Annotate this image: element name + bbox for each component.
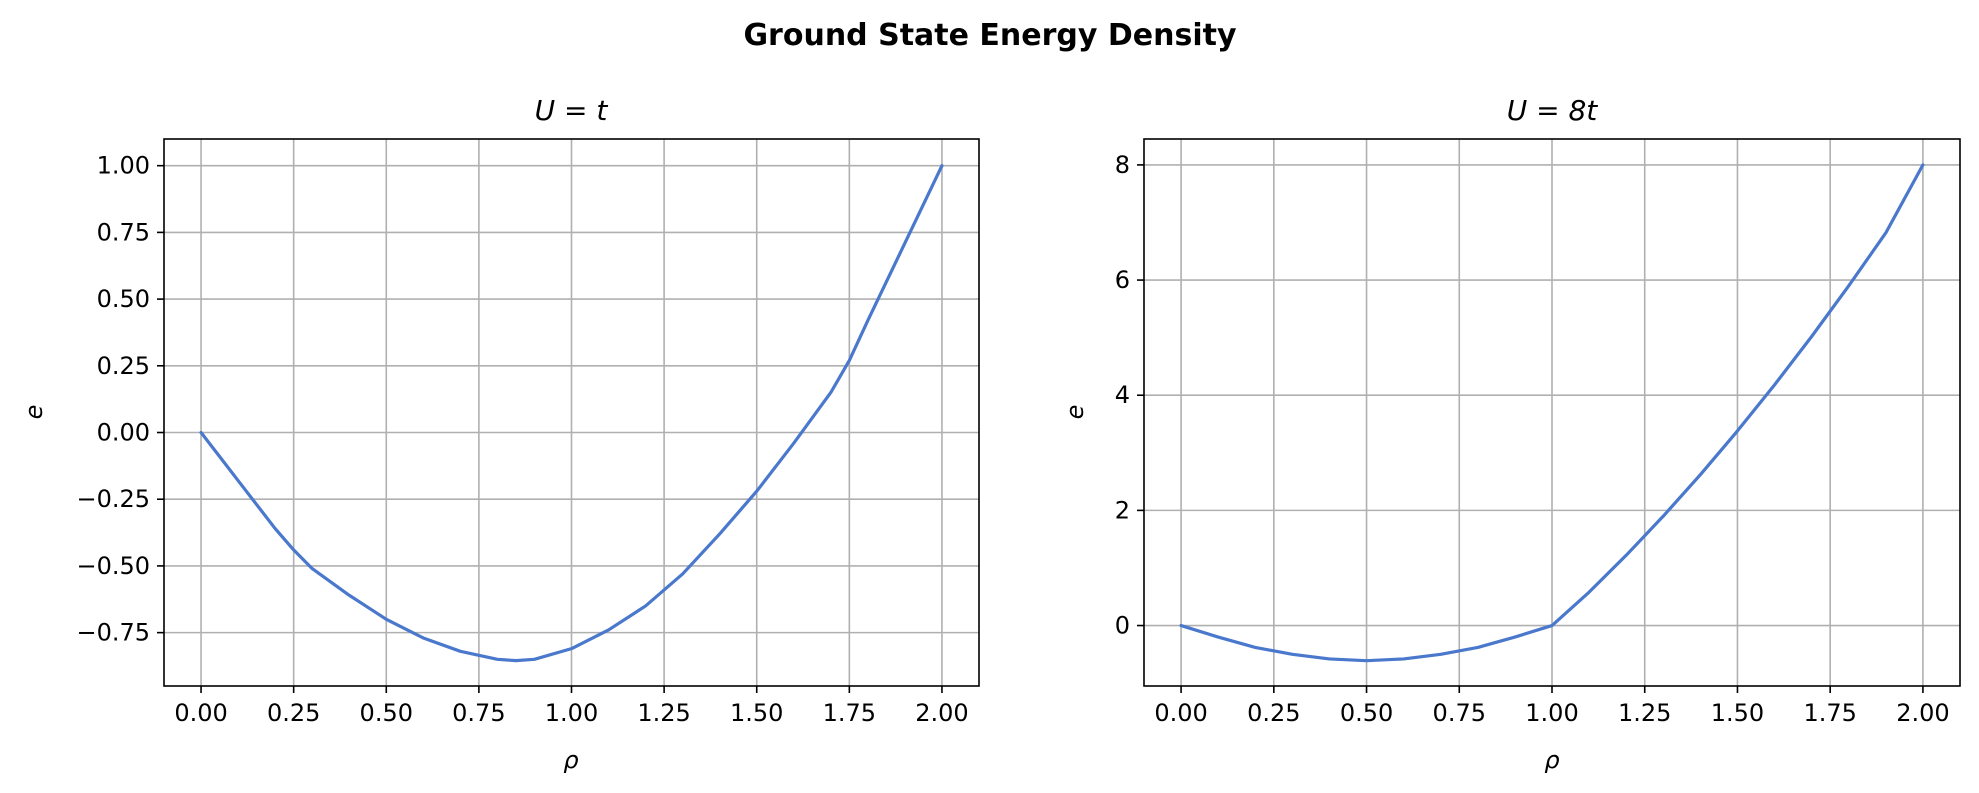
right-x-tick-label: 0.75 — [1433, 699, 1486, 727]
right-panel-title: U = 8t — [1507, 94, 1599, 127]
right-x-tick-label: 1.25 — [1618, 699, 1671, 727]
left-y-axis-label: e — [20, 405, 48, 420]
left-ticks: 0.00 0.25 0.50 0.75 1.00 1.25 1.50 1.75 2.00 −0.7… — [76, 152, 968, 727]
right-y-tick-label: 0 — [1115, 612, 1130, 640]
left-x-tick-label: 1.00 — [545, 699, 598, 727]
left-x-axis-label: ρ — [563, 746, 578, 774]
right-x-tick-label: 2.00 — [1896, 699, 1949, 727]
left-x-tick-label: 1.50 — [730, 699, 783, 727]
right-grid — [1144, 139, 1960, 686]
left-y-tick-label: 0.00 — [97, 419, 150, 447]
left-grid — [164, 139, 979, 686]
right-x-tick-label: 0.25 — [1247, 699, 1300, 727]
left-y-tick-label: 0.75 — [97, 218, 150, 246]
left-x-tick-label: 1.25 — [637, 699, 690, 727]
right-panel-u-equals-8t: U = 8t 0.00 0.25 0.50 0.75 1.00 1.25 1.50 1.75 2… — [1061, 94, 1961, 774]
right-series — [1179, 163, 1925, 663]
left-x-tick-label: 0.00 — [174, 699, 227, 727]
right-ticks: 0.00 0.25 0.50 0.75 1.00 1.25 1.50 1.75 2.00 0 2 4 6… — [1115, 151, 1950, 727]
right-y-tick-label: 2 — [1115, 496, 1130, 524]
right-x-tick-label: 0.50 — [1340, 699, 1393, 727]
right-y-axis-label: e — [1061, 405, 1089, 420]
right-energy-curve — [1179, 163, 1925, 663]
left-y-tick-label: 1.00 — [97, 152, 150, 180]
left-y-tick-label: 0.50 — [97, 285, 150, 313]
left-energy-curve — [199, 164, 944, 663]
left-x-tick-label: 0.25 — [267, 699, 320, 727]
left-y-tick-label: −0.25 — [76, 485, 150, 513]
right-x-tick-label: 1.00 — [1525, 699, 1578, 727]
right-y-tick-label: 4 — [1115, 381, 1130, 409]
figure-title: Ground State Energy Density — [743, 18, 1237, 53]
left-y-tick-label: −0.50 — [76, 552, 150, 580]
left-y-tick-label: −0.75 — [76, 619, 150, 647]
left-panel-u-equals-t: U = t 0.00 0.25 0.50 0.75 1.00 1.25 1.50 1.75 2.… — [20, 94, 980, 774]
left-series — [199, 164, 944, 663]
left-x-tick-label: 0.50 — [360, 699, 413, 727]
right-x-tick-label: 1.50 — [1711, 699, 1764, 727]
right-y-tick-label: 8 — [1115, 151, 1130, 179]
right-x-axis-label: ρ — [1544, 746, 1559, 774]
left-y-tick-label: 0.25 — [97, 352, 150, 380]
left-x-tick-label: 0.75 — [452, 699, 505, 727]
right-x-tick-label: 1.75 — [1803, 699, 1856, 727]
right-y-tick-label: 6 — [1115, 266, 1130, 294]
left-panel-title: U = t — [535, 94, 609, 127]
left-x-tick-label: 2.00 — [915, 699, 968, 727]
right-x-tick-label: 0.00 — [1154, 699, 1207, 727]
left-x-tick-label: 1.75 — [823, 699, 876, 727]
